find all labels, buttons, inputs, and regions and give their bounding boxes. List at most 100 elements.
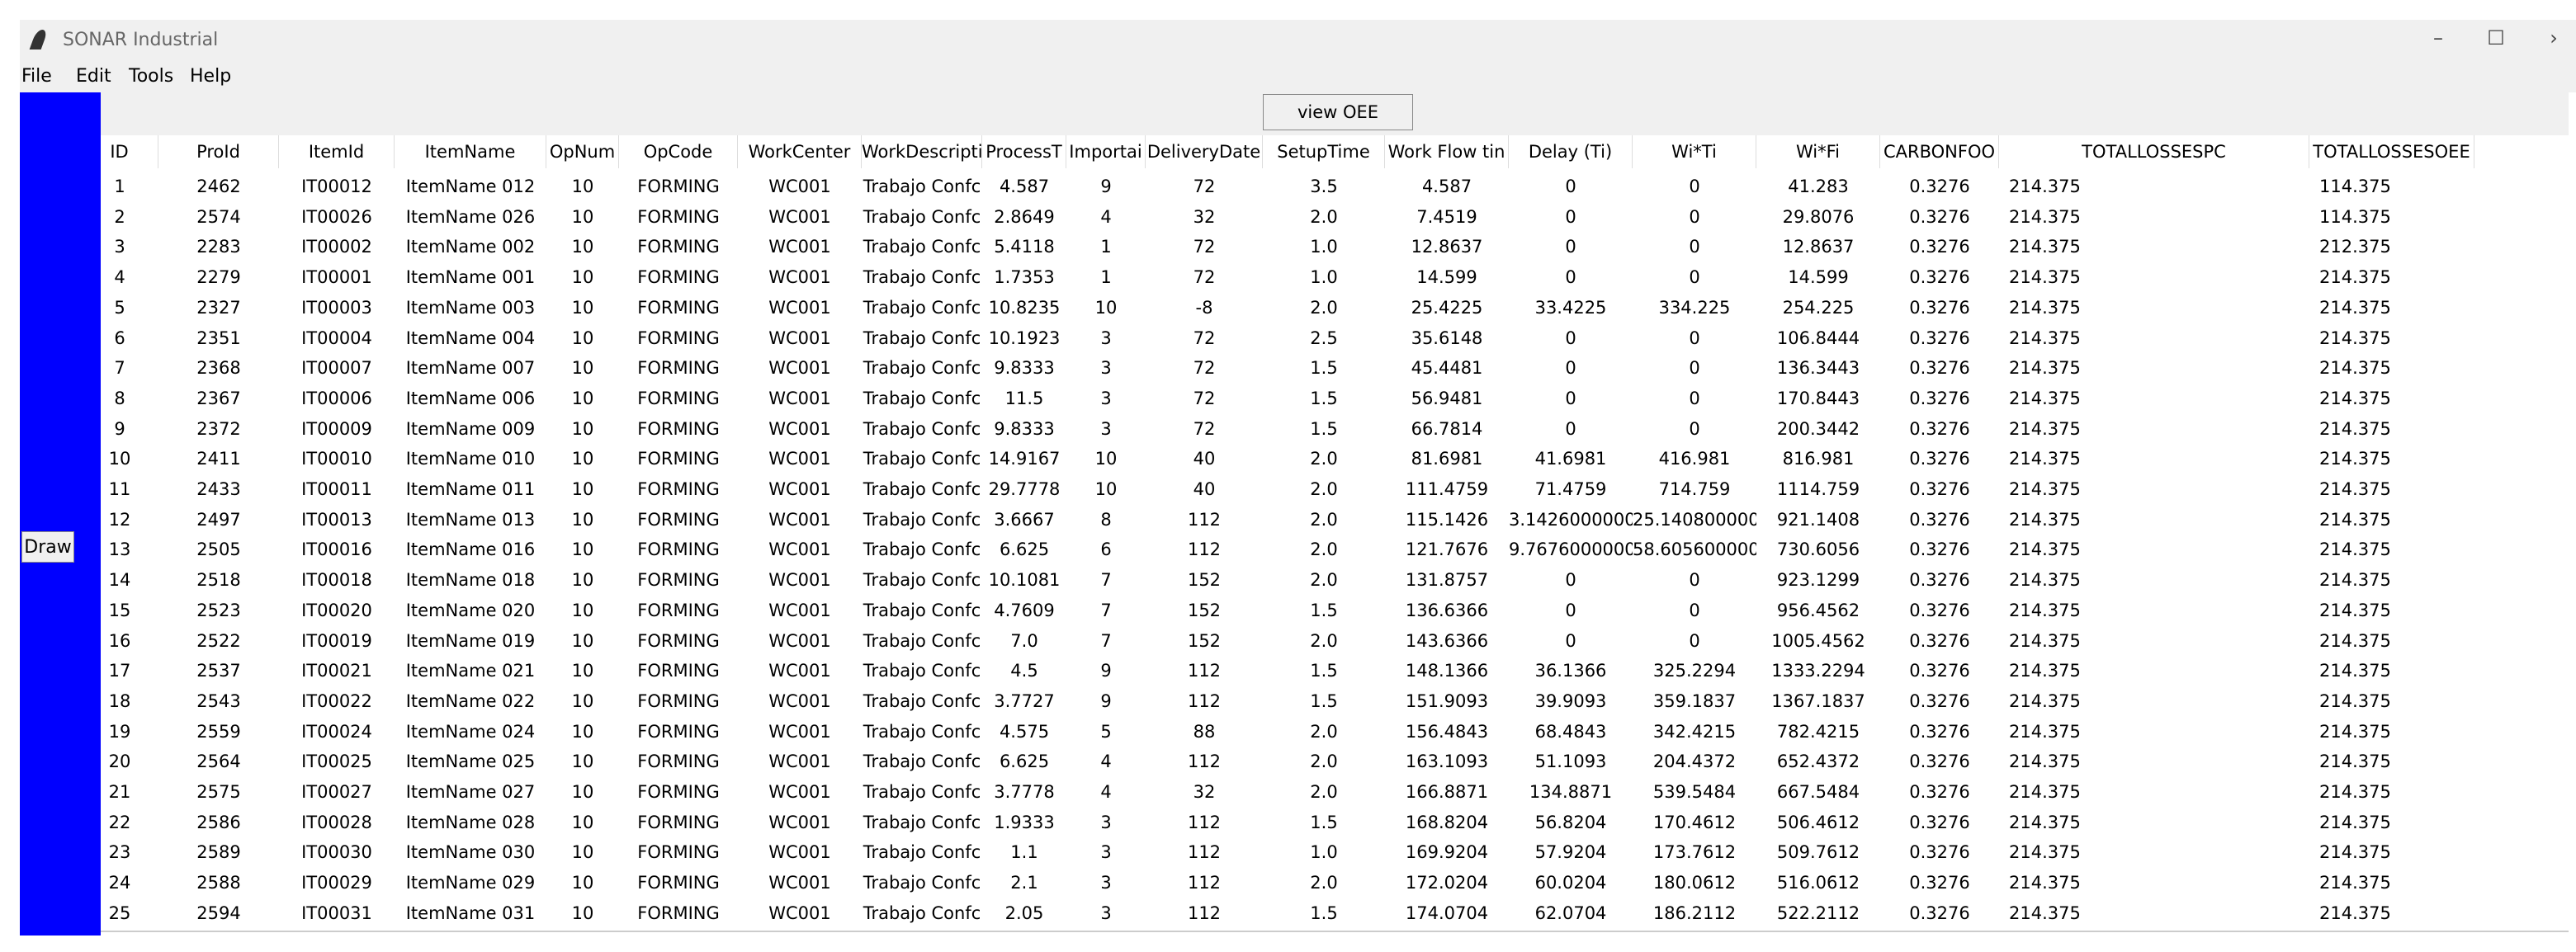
table-cell: 2523 [196,600,241,620]
table-cell: 2588 [196,873,241,893]
table-cell: 2462 [196,177,241,196]
column-header[interactable]: Importai [1066,135,1146,168]
table-cell: FORMING [637,570,720,591]
close-button[interactable]: › [2550,26,2558,49]
table-cell: 2575 [196,782,241,802]
table-cell: WC001 [768,177,831,196]
table-cell: 7 [1100,630,1112,651]
table-cell: FORMING [637,690,720,711]
table-cell: 359.1837 [1652,690,1737,711]
menu-item[interactable]: Edit [76,66,111,87]
table-cell: 214.375 [2319,630,2391,651]
column-header[interactable]: Delay (Ti) [1509,135,1633,168]
menu-item[interactable]: Tools [129,66,174,87]
column-header[interactable]: OpCode [619,135,738,168]
table-cell: 2564 [196,752,241,772]
table-cell: Trabajo Confc [863,782,981,802]
table-cell: 10 [571,177,594,196]
column-header[interactable]: ProcessT [982,135,1066,168]
column-header[interactable]: OpNum [546,135,619,168]
table-cell: ItemName 024 [405,721,536,742]
table-cell: 2351 [196,328,241,348]
table-cell: 214.375 [2319,903,2391,923]
table-cell: 214.375 [2319,570,2391,591]
column-header[interactable]: WorkDescripti [862,135,982,168]
table-cell: 10 [571,237,594,257]
table-cell: 17 [108,661,131,681]
column-header[interactable]: TOTALLOSSESOEE [2309,135,2474,168]
table-cell: 10 [571,358,594,379]
column-header[interactable]: Wi*Fi [1756,135,1880,168]
table-cell: ItemName 010 [405,449,536,469]
menu-item[interactable]: Help [190,66,232,87]
column-header[interactable]: ItemName [395,135,546,168]
table-cell: ItemName 006 [405,388,536,408]
table-cell: 10 [571,661,594,681]
table-cell: 214.375 [2009,842,2081,863]
table-cell: 5.4118 [994,237,1055,257]
table-cell: 0.3276 [1909,177,1970,196]
menu-bar: File Edit Tools Help [20,61,2576,92]
maximize-button[interactable]: ☐ [2487,26,2505,49]
table-cell: FORMING [637,721,720,742]
table-cell: 2.5 [1310,328,1338,348]
table-cell: 10 [571,630,594,651]
table-cell: WC001 [768,661,831,681]
table-cell: 214.375 [2319,358,2391,379]
table-cell: 0.3276 [1909,358,1970,379]
draw-button[interactable]: Draw [21,531,74,563]
table-cell: 33.4225 [1534,297,1607,318]
oee-button[interactable]: view OEE Results [1263,94,1413,157]
table-cell: 14 [108,570,131,591]
table-cell: 4 [1100,782,1112,802]
minimize-button[interactable]: – [2433,26,2443,49]
table-cell: FORMING [637,873,720,893]
table-cell: 3.6667 [994,509,1055,530]
table-cell: 10 [571,600,594,620]
table-cell: 2327 [196,297,241,318]
menu-item[interactable]: File [21,66,52,87]
table-cell: 136.6366 [1405,600,1489,620]
column-header[interactable]: Wi*Ti [1633,135,1756,168]
column-header[interactable]: ItemId [279,135,395,168]
table-cell: 782.4215 [1776,721,1860,742]
table-cell: IT00020 [301,600,372,620]
table-cell: 36.1366 [1534,661,1607,681]
column-header[interactable]: Work Flow tin [1385,135,1509,168]
table-cell: WC001 [768,206,831,227]
column-header[interactable]: DeliveryDate [1146,135,1263,168]
table-cell: 2497 [196,509,241,530]
table-cell: Trabajo Confc [863,237,981,257]
table-cell: 121.7676 [1405,540,1489,560]
table-cell: 114.375 [2319,177,2391,196]
table-cell: 214.375 [2009,630,2081,651]
column-header[interactable]: SetupTime [1263,135,1385,168]
table-cell: 20 [108,752,131,772]
table-cell: 10 [571,903,594,923]
column-header[interactable]: CARBONFOO [1880,135,1999,168]
table-cell: 10 [571,509,594,530]
table-cell: 11.5 [1004,388,1044,408]
table-cell: 1.0 [1310,237,1338,257]
table-cell: ItemName 009 [405,418,536,439]
table-cell: ItemName 016 [405,540,536,560]
table-cell: FORMING [637,388,720,408]
table-cell: Trabajo Confc [863,328,981,348]
table-cell: 214.375 [2009,812,2081,832]
table-cell: 10 [571,721,594,742]
table-cell: 2586 [196,812,241,832]
table-cell: 214.375 [2319,449,2391,469]
column-header[interactable]: TOTALLOSSESPC [1999,135,2309,168]
table-cell: 0.3276 [1909,600,1970,620]
column-header[interactable]: ProId [158,135,279,168]
table-cell: 72 [1193,388,1216,408]
column-header[interactable]: ID [101,135,158,168]
table-cell: 6.625 [999,752,1050,772]
table-cell: 0.3276 [1909,630,1970,651]
table-cell: 2574 [196,206,241,227]
table-cell: FORMING [637,449,720,469]
table-cell: 7 [114,358,125,379]
table-cell: 40 [1193,479,1216,499]
column-header[interactable]: WorkCenter [738,135,862,168]
table-cell: 7 [1100,570,1112,591]
